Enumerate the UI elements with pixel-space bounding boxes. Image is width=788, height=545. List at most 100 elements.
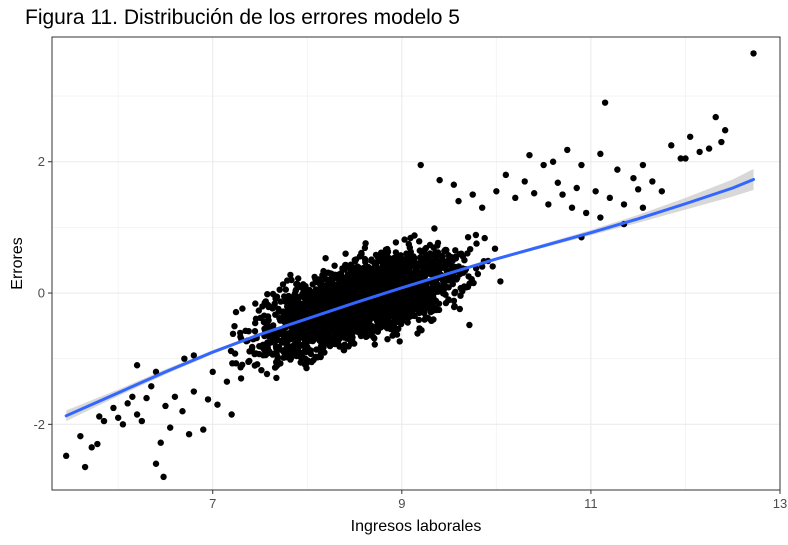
data-point bbox=[350, 322, 357, 330]
data-point bbox=[414, 299, 422, 306]
smooth-line-path bbox=[64, 177, 756, 418]
data-point bbox=[418, 248, 425, 255]
data-point bbox=[279, 281, 287, 288]
data-point bbox=[433, 306, 440, 314]
data-point bbox=[347, 265, 354, 273]
data-point bbox=[331, 262, 338, 269]
data-point bbox=[464, 234, 472, 241]
data-point bbox=[352, 307, 359, 315]
data-point bbox=[307, 329, 314, 336]
data-point bbox=[373, 282, 380, 290]
data-point bbox=[366, 316, 373, 323]
data-point bbox=[384, 299, 391, 307]
data-point bbox=[578, 161, 585, 169]
data-point bbox=[133, 411, 141, 418]
data-point bbox=[263, 370, 271, 378]
data-point bbox=[301, 310, 308, 317]
data-point bbox=[228, 411, 235, 418]
data-point bbox=[258, 367, 265, 374]
data-point bbox=[393, 331, 401, 338]
data-point bbox=[415, 260, 422, 267]
data-point bbox=[497, 278, 504, 285]
data-point bbox=[255, 307, 262, 314]
data-point bbox=[359, 280, 366, 287]
data-point bbox=[384, 336, 391, 343]
data-point bbox=[296, 283, 303, 290]
data-point bbox=[406, 313, 414, 320]
data-point bbox=[413, 266, 421, 274]
data-point bbox=[361, 244, 369, 252]
data-point bbox=[342, 262, 349, 269]
data-point bbox=[335, 341, 342, 348]
data-point bbox=[440, 280, 447, 287]
data-point bbox=[416, 238, 423, 245]
data-point bbox=[440, 286, 447, 293]
data-point bbox=[209, 368, 216, 376]
data-point bbox=[368, 271, 375, 278]
axis-ticks: 7 9 11 13 -2 0 2 bbox=[33, 154, 787, 511]
data-point bbox=[442, 260, 449, 268]
data-point bbox=[649, 178, 656, 185]
data-point bbox=[285, 299, 292, 306]
data-point bbox=[371, 341, 378, 348]
data-point bbox=[564, 146, 571, 154]
data-point bbox=[223, 378, 231, 385]
data-points bbox=[62, 50, 757, 481]
data-point bbox=[296, 341, 303, 348]
data-point bbox=[554, 179, 562, 186]
data-point bbox=[438, 252, 446, 260]
data-point bbox=[190, 352, 198, 359]
data-point bbox=[373, 259, 380, 266]
data-point bbox=[383, 277, 390, 285]
data-point bbox=[401, 236, 408, 243]
data-point bbox=[94, 440, 101, 448]
data-point bbox=[229, 360, 236, 367]
data-point bbox=[407, 297, 414, 305]
data-point bbox=[448, 254, 455, 261]
data-point bbox=[307, 322, 314, 329]
data-point bbox=[639, 161, 647, 169]
data-point bbox=[397, 298, 404, 306]
data-point bbox=[473, 240, 480, 247]
data-point bbox=[391, 292, 398, 299]
data-point bbox=[331, 332, 338, 340]
data-point bbox=[297, 351, 305, 359]
data-point bbox=[346, 330, 354, 337]
data-point bbox=[231, 350, 239, 357]
data-point bbox=[275, 305, 282, 313]
data-point bbox=[456, 251, 463, 258]
data-point bbox=[392, 239, 400, 246]
data-point bbox=[320, 335, 328, 343]
data-point bbox=[430, 280, 438, 288]
data-point bbox=[468, 276, 475, 283]
data-point bbox=[686, 133, 694, 140]
x-tick-label: 11 bbox=[584, 496, 598, 511]
data-point bbox=[322, 255, 329, 262]
data-point bbox=[337, 291, 344, 299]
data-point bbox=[371, 335, 378, 342]
data-point bbox=[414, 330, 421, 337]
data-point bbox=[406, 262, 413, 269]
data-point bbox=[512, 194, 519, 202]
data-point bbox=[133, 362, 141, 369]
data-point bbox=[96, 413, 103, 420]
data-point bbox=[413, 289, 421, 297]
data-point bbox=[318, 280, 325, 288]
data-point bbox=[592, 188, 599, 195]
data-point bbox=[252, 319, 259, 327]
data-point bbox=[162, 402, 169, 410]
data-point bbox=[361, 266, 368, 273]
data-point bbox=[466, 321, 473, 329]
data-point bbox=[204, 396, 212, 403]
data-point bbox=[303, 296, 310, 303]
y-tick-label: 2 bbox=[38, 154, 45, 169]
data-point bbox=[237, 329, 244, 337]
data-point bbox=[343, 293, 350, 300]
data-point bbox=[417, 161, 424, 169]
point-cloud bbox=[227, 225, 504, 382]
data-point bbox=[257, 314, 264, 321]
data-point bbox=[349, 274, 356, 281]
data-point bbox=[361, 291, 369, 298]
data-point bbox=[352, 289, 359, 297]
data-point bbox=[398, 255, 405, 262]
